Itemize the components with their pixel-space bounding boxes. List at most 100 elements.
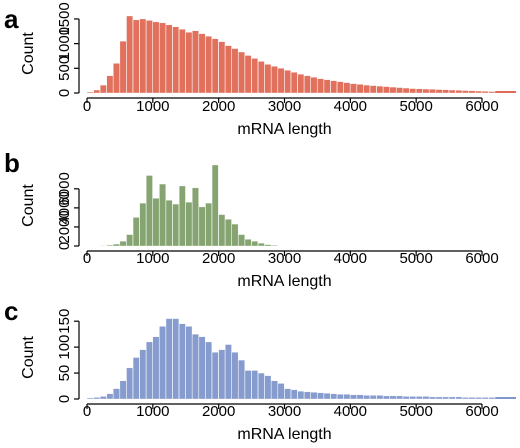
histogram-bar [106,244,114,247]
histogram-bar [178,185,186,247]
histogram-bar [251,241,259,247]
histogram-bar [429,89,436,94]
histogram-bar [218,349,226,400]
histogram-bar [146,341,153,400]
histogram-bar [185,32,193,94]
histogram-bar [119,380,127,400]
histogram-bar [468,397,476,400]
histogram-bar [244,239,252,247]
x-tick-label: 5000 [399,98,432,115]
histogram-bar [238,51,245,94]
histogram-bar [132,217,140,247]
x-tick-label: 0 [83,250,91,267]
histogram-bar [462,90,469,94]
histogram-bar [139,349,147,400]
histogram-bar [317,392,324,400]
y-tick-label: 0 [56,89,73,97]
histogram-bar [290,72,298,94]
x-tick-label: 3000 [268,98,301,115]
histogram-bar [126,15,133,94]
x-tick-label: 6000 [465,98,498,115]
histogram-bar [409,88,417,94]
histogram-bar [244,55,252,94]
histogram-bar [257,242,265,247]
histogram-bar [448,89,456,94]
histogram-bar [165,318,173,400]
histogram-bar [363,395,370,400]
histogram-bar [146,175,153,247]
histogram-bar [205,202,212,247]
histogram-bar [146,20,153,94]
histogram-bar [192,333,199,400]
x-tick-label: 5000 [399,250,432,267]
histogram-bar [435,396,443,400]
x-tick-label: 0 [83,98,91,115]
histogram-bar [330,393,338,400]
x-tick-label: 4000 [334,98,367,115]
histogram-bar [264,244,272,247]
histogram-bar [383,86,390,94]
histogram-bar [488,397,496,400]
y-tick-label: 100 [56,335,73,360]
histogram-bar [396,395,403,400]
histogram-bar [159,326,166,400]
histogram-bar [389,86,397,94]
histogram-bar [389,395,397,400]
histogram-bar [99,84,107,94]
panel-letter: b [4,148,20,178]
histogram-bar [264,375,272,400]
histogram-bar [93,397,101,400]
histogram-bar [369,395,377,400]
histogram-bar [106,393,114,400]
histogram-bar [435,89,443,94]
x-tick-label: 3000 [268,250,301,267]
histogram-bar [350,394,357,400]
histogram-bar [481,91,489,94]
histogram-bar [152,336,160,400]
histogram-bar [113,63,120,94]
x-tick-label: 3000 [268,403,301,420]
histogram-bar [488,91,496,94]
histogram-bar [475,397,482,400]
y-axis-title: Count [20,184,37,227]
x-tick-label: 6000 [465,250,498,267]
histogram-bar [192,187,199,247]
histogram-bar [218,214,226,247]
histogram-bar [455,396,463,400]
histogram-bar [336,81,344,94]
y-tick-label: 2000 [56,210,73,243]
y-tick-label: 500 [56,56,73,81]
histogram-bar [402,396,410,400]
histogram-bar [330,80,338,94]
x-tick-label: 2000 [202,403,235,420]
histogram-bar [369,85,377,94]
histogram-bar [363,84,370,94]
x-tick-label: 2000 [202,98,235,115]
histogram-bar [244,370,252,400]
histogram-bar [442,396,449,400]
histogram-bar [297,74,305,94]
histogram-bar [323,79,331,94]
histogram-bar [277,383,285,400]
histogram-bar [218,41,226,94]
histogram-bar [251,370,259,400]
histogram-bar [152,198,160,247]
histogram-bar [86,397,94,400]
y-tick-label: 0 [56,395,73,403]
histogram-bar [429,396,436,400]
histogram-bar [126,367,133,400]
histogram-bar [304,391,311,400]
histogram-bar [277,68,285,94]
x-axis-title: mRNA length [237,121,331,138]
histogram-bar [231,223,239,247]
histogram-bar [198,336,206,400]
x-tick-label: 4000 [334,250,367,267]
histogram-bar [442,89,449,94]
histogram-bar [211,38,219,94]
histogram-bar [264,64,272,94]
histogram-bar [271,380,278,400]
histogram-bar [93,89,101,94]
histogram-bar [304,75,311,94]
histogram-bar [113,388,120,400]
histogram-bar [336,394,344,400]
